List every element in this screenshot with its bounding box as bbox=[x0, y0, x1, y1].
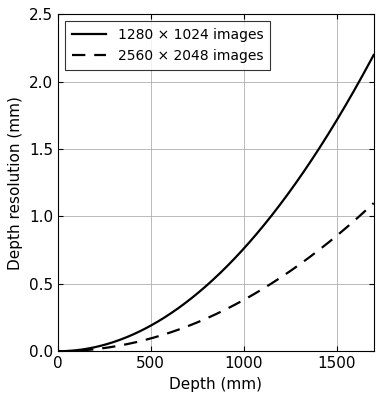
2560 × 2048 images bbox=[56, 349, 60, 354]
Line: 2560 × 2048 images: 2560 × 2048 images bbox=[58, 203, 374, 351]
2560 × 2048 images bbox=[72, 348, 76, 353]
X-axis label: Depth (mm): Depth (mm) bbox=[169, 377, 262, 392]
2560 × 2048 images bbox=[209, 314, 214, 319]
1280 × 1024 images bbox=[72, 348, 76, 353]
2560 × 2048 images bbox=[362, 209, 367, 214]
1280 × 1024 images bbox=[362, 70, 367, 74]
1280 × 1024 images bbox=[371, 52, 376, 57]
2560 × 2048 images bbox=[304, 257, 309, 262]
1280 × 1024 images bbox=[362, 70, 367, 74]
1280 × 1024 images bbox=[304, 165, 309, 170]
2560 × 2048 images bbox=[371, 201, 376, 206]
Line: 1280 × 1024 images: 1280 × 1024 images bbox=[58, 55, 374, 351]
1280 × 1024 images bbox=[201, 286, 206, 291]
1280 × 1024 images bbox=[56, 349, 60, 354]
2560 × 2048 images bbox=[362, 209, 367, 214]
1280 × 1024 images bbox=[209, 279, 214, 284]
2560 × 2048 images bbox=[201, 318, 206, 322]
Y-axis label: Depth resolution (mm): Depth resolution (mm) bbox=[8, 96, 23, 270]
Legend: 1280 × 1024 images, 2560 × 2048 images: 1280 × 1024 images, 2560 × 2048 images bbox=[65, 21, 270, 70]
